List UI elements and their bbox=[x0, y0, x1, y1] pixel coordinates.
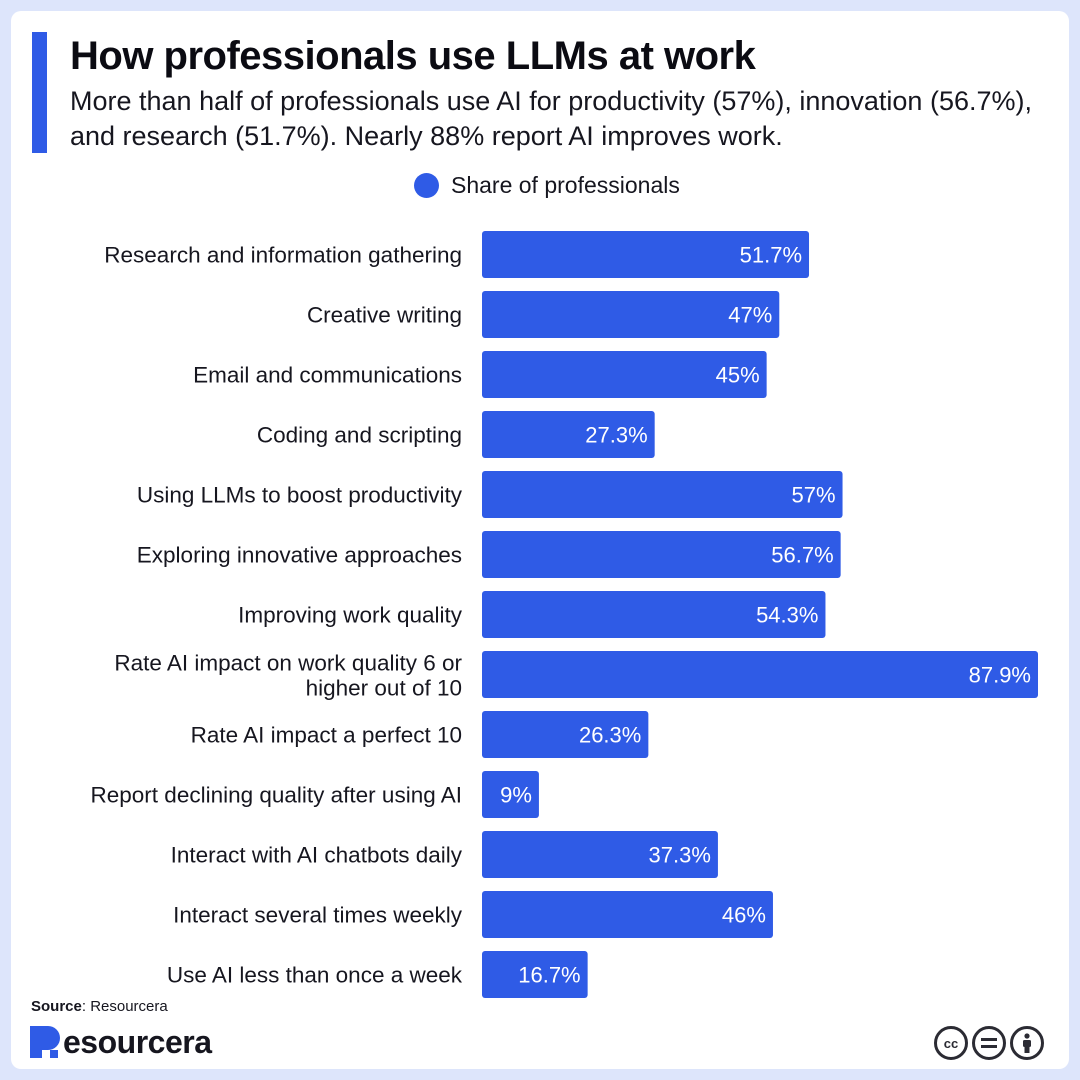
bar-value-label: 37.3% bbox=[649, 843, 711, 868]
bar bbox=[482, 591, 826, 638]
cc-icon: cc bbox=[934, 1026, 968, 1060]
category-label: Report declining quality after using AI bbox=[91, 783, 462, 808]
source-label: Source bbox=[31, 998, 82, 1015]
bar bbox=[482, 651, 1038, 698]
brand-logo: esourcera bbox=[30, 1023, 212, 1060]
cc-icon-text: cc bbox=[943, 1035, 959, 1051]
source-text: : Resourcera bbox=[81, 998, 168, 1015]
bar-value-label: 9% bbox=[500, 783, 532, 808]
category-label: Improving work quality bbox=[238, 603, 463, 628]
bar-chart: 51.7% Research and information gathering 4… bbox=[91, 231, 1038, 998]
bar-value-label: 54.3% bbox=[756, 603, 818, 628]
bar-value-label: 16.7% bbox=[518, 963, 580, 988]
source-note: Source: Resourcera bbox=[31, 998, 168, 1015]
bar bbox=[482, 771, 539, 818]
bar-value-label: 26.3% bbox=[579, 723, 641, 748]
legend: Share of professionals bbox=[414, 170, 680, 200]
bar bbox=[482, 831, 718, 878]
category-label: higher out of 10 bbox=[306, 676, 462, 701]
category-label: Rate AI impact a perfect 10 bbox=[191, 723, 462, 748]
category-label: Exploring innovative approaches bbox=[137, 543, 462, 568]
person-icon bbox=[1010, 1026, 1044, 1060]
bar-value-label: 57% bbox=[791, 483, 835, 508]
bar-value-label: 51.7% bbox=[740, 243, 802, 268]
bar bbox=[482, 231, 810, 278]
bar bbox=[482, 411, 655, 458]
bar bbox=[482, 471, 843, 518]
bar bbox=[482, 291, 780, 338]
category-label: Research and information gathering bbox=[104, 243, 462, 268]
category-label: Interact several times weekly bbox=[173, 903, 463, 928]
brand-mark-icon bbox=[30, 1026, 60, 1058]
category-label: Use AI less than once a week bbox=[167, 963, 463, 988]
title-accent-bar bbox=[32, 32, 47, 153]
bar bbox=[482, 891, 773, 938]
category-label: Rate AI impact on work quality 6 or bbox=[114, 651, 462, 676]
bar-value-label: 47% bbox=[728, 303, 772, 328]
category-label: Coding and scripting bbox=[257, 423, 462, 448]
chart-title: How professionals use LLMs at work bbox=[70, 34, 756, 78]
bar bbox=[482, 351, 767, 398]
license-icons: cc bbox=[930, 1026, 1044, 1060]
chart-subtitle: More than half of professionals use AI f… bbox=[70, 86, 1032, 151]
category-label: Using LLMs to boost productivity bbox=[137, 483, 463, 508]
bar bbox=[482, 711, 649, 758]
category-label: Email and communications bbox=[193, 363, 462, 388]
brand-name: esourcera bbox=[63, 1023, 212, 1060]
bar-value-label: 46% bbox=[722, 903, 766, 928]
bar bbox=[482, 951, 588, 998]
category-label: Interact with AI chatbots daily bbox=[171, 843, 463, 868]
bar-value-label: 27.3% bbox=[585, 423, 647, 448]
bar-value-label: 45% bbox=[716, 363, 760, 388]
equals-icon bbox=[972, 1026, 1006, 1060]
legend-dot-icon bbox=[414, 172, 439, 198]
legend-label: Share of professionals bbox=[451, 171, 680, 198]
bar-value-label: 56.7% bbox=[771, 543, 833, 568]
bar bbox=[482, 531, 841, 578]
bar-value-label: 87.9% bbox=[969, 663, 1031, 688]
category-label: Creative writing bbox=[307, 303, 462, 328]
